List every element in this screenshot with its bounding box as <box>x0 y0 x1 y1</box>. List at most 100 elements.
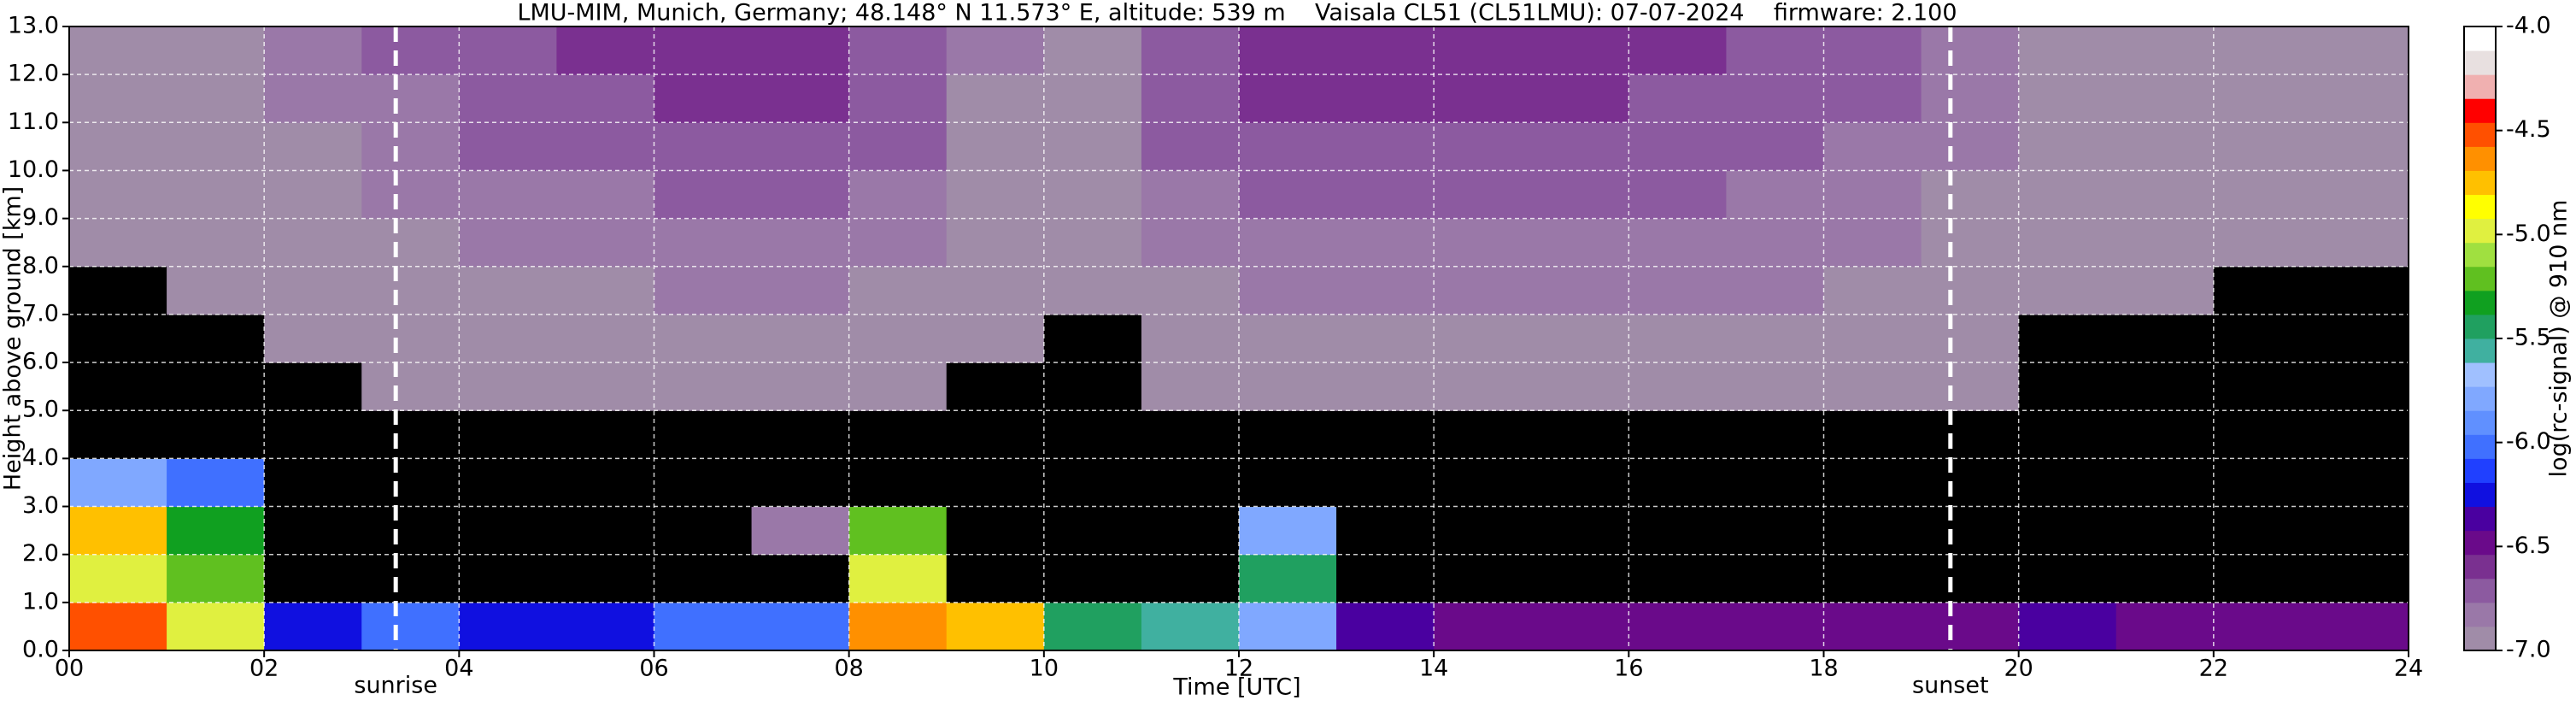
heatmap-cell <box>654 26 753 75</box>
heatmap-cell <box>2115 122 2215 171</box>
heatmap-cell <box>2115 362 2215 411</box>
y-tick-label: 5.0 <box>22 397 59 423</box>
heatmap-cell <box>2310 602 2409 651</box>
heatmap-cell <box>2310 122 2409 171</box>
heatmap-cell <box>2115 218 2215 268</box>
heatmap-cell <box>848 74 948 123</box>
heatmap-cell <box>264 170 362 220</box>
heatmap-cell <box>751 218 850 268</box>
heatmap-cell <box>751 170 850 220</box>
heatmap-cell <box>69 362 167 411</box>
heatmap-cell <box>2115 458 2215 508</box>
heatmap-cell <box>556 554 654 603</box>
heatmap-cell <box>1823 170 1922 220</box>
heatmap-cell <box>1043 122 1142 171</box>
heatmap-cell <box>2018 506 2117 556</box>
colorbar-segment <box>2464 218 2496 244</box>
x-tick-label: 00 <box>55 656 84 682</box>
heatmap-cell <box>1628 218 1727 268</box>
heatmap-cell <box>2310 26 2409 75</box>
heatmap-cell <box>2310 506 2409 556</box>
colorbar-segment <box>2464 26 2496 51</box>
heatmap-cell <box>167 506 265 556</box>
y-tick-label: 1.0 <box>22 588 59 615</box>
heatmap-cell <box>1336 170 1435 220</box>
heatmap-cell <box>556 410 654 459</box>
heatmap-cell <box>751 362 850 411</box>
heatmap-cell <box>1628 26 1727 75</box>
heatmap-cell <box>1823 458 1922 508</box>
heatmap-cell <box>1141 410 1240 459</box>
heatmap-cell <box>848 458 948 508</box>
heatmap-cell <box>1141 170 1240 220</box>
heatmap-cell <box>848 506 948 556</box>
heatmap-cell <box>2310 314 2409 363</box>
heatmap-cell <box>1921 458 2020 508</box>
heatmap-cell <box>1726 266 1824 315</box>
heatmap-cell <box>1823 314 1922 363</box>
heatmap-cell <box>1628 362 1727 411</box>
y-tick-label: 4.0 <box>22 444 59 471</box>
heatmap-cell <box>1921 410 2020 459</box>
heatmap-cell <box>1531 410 1629 459</box>
heatmap-cell <box>1336 362 1435 411</box>
heatmap-cell <box>459 218 557 268</box>
heatmap-cell <box>1726 26 1824 75</box>
chart-title: LMU-MIM, Munich, Germany; 48.148° N 11.5… <box>517 0 1957 26</box>
heatmap-cell <box>459 26 557 75</box>
heatmap-cell <box>1043 458 1142 508</box>
heatmap-cell <box>1434 554 1532 603</box>
heatmap-cell <box>1921 506 2020 556</box>
heatmap-cell <box>2213 122 2312 171</box>
heatmap-cell <box>264 410 362 459</box>
heatmap-cell <box>69 458 167 508</box>
heatmap-cell <box>1921 122 2020 171</box>
heatmap-cell <box>361 506 460 556</box>
heatmap-cell <box>167 170 265 220</box>
heatmap-cell <box>654 74 753 123</box>
heatmap-cell <box>1043 74 1142 123</box>
heatmap-cell <box>361 602 460 651</box>
x-tick-label: 10 <box>1030 656 1059 682</box>
heatmap-cell <box>1043 26 1142 75</box>
heatmap-cell <box>751 602 850 651</box>
heatmap-cell <box>946 314 1045 363</box>
colorbar-segment <box>2464 386 2496 411</box>
colorbar-segment <box>2464 74 2496 99</box>
heatmap-cell <box>1434 266 1532 315</box>
x-tick-label: 04 <box>444 656 473 682</box>
colorbar-segment <box>2464 410 2496 435</box>
heatmap-cell <box>1336 506 1435 556</box>
heatmap-cell <box>167 602 265 651</box>
heatmap-cell <box>946 74 1045 123</box>
y-tick-label: 0.0 <box>22 637 59 663</box>
heatmap-cell <box>2213 602 2312 651</box>
heatmap-cell <box>361 266 460 315</box>
x-tick-label: 12 <box>1224 656 1253 682</box>
heatmap-cell <box>2310 362 2409 411</box>
heatmap-cell <box>459 362 557 411</box>
heatmap-cell <box>1531 554 1629 603</box>
heatmap-cell <box>751 122 850 171</box>
heatmap-cell <box>1628 602 1727 651</box>
heatmap-cell <box>2115 410 2215 459</box>
heatmap-cell <box>264 122 362 171</box>
heatmap-cell <box>1434 74 1532 123</box>
heatmap-cell <box>2213 314 2312 363</box>
heatmap-cell <box>361 218 460 268</box>
heatmap-cell <box>264 554 362 603</box>
heatmap-cell <box>848 362 948 411</box>
heatmap-cell <box>1239 314 1337 363</box>
colorbar-tick-label: -5.5 <box>2506 325 2551 351</box>
y-axis-label: Height above ground [km] <box>0 186 26 491</box>
heatmap-cell <box>1628 170 1727 220</box>
x-tick-label: 24 <box>2394 656 2423 682</box>
colorbar-segment <box>2464 458 2496 483</box>
heatmap-cell <box>167 74 265 123</box>
heatmap-cell <box>654 362 753 411</box>
heatmap-cell <box>2115 26 2215 75</box>
heatmap-cell <box>654 410 753 459</box>
heatmap-cell <box>1823 506 1922 556</box>
heatmap-cell <box>2213 170 2312 220</box>
heatmap-cell <box>556 218 654 268</box>
